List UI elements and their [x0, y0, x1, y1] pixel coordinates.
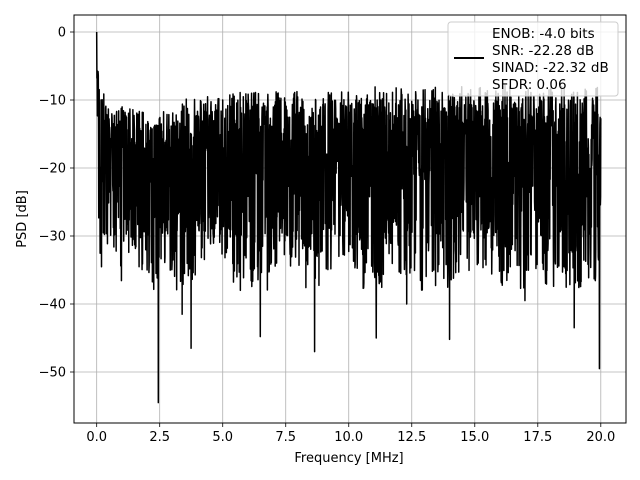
psd-line — [95, 31, 602, 404]
x-tick-label: 20.0 — [586, 430, 615, 445]
y-tick-label: −40 — [39, 298, 66, 313]
y-tick-label: −50 — [39, 366, 66, 381]
x-tick-label: 7.5 — [275, 430, 296, 445]
x-tick-label: 12.5 — [397, 430, 426, 445]
y-tick-label: −30 — [39, 230, 66, 245]
x-tick-label: 5.0 — [212, 430, 233, 445]
y-axis-label: PSD [dB] — [15, 190, 30, 248]
legend-snr: SNR: -22.28 dB — [492, 43, 594, 59]
plot-frame — [73, 14, 627, 424]
y-axis-ticks: 0 −10 −20 −30 −40 −50 — [39, 26, 74, 381]
x-tick-label: 2.5 — [149, 430, 170, 445]
legend-enob: ENOB: -4.0 bits — [492, 26, 595, 42]
x-tick-label: 15.0 — [460, 430, 489, 445]
x-tick-label: 17.5 — [523, 430, 552, 445]
legend-sinad: SINAD: -22.32 dB — [492, 60, 609, 76]
psd-series — [95, 31, 602, 404]
legend: ENOB: -4.0 bits SNR: -22.28 dB SINAD: -2… — [447, 21, 619, 97]
legend-sfdr: SFDR: 0.06 — [492, 77, 567, 93]
legend-box — [447, 21, 619, 97]
x-axis-label: Frequency [MHz] — [294, 451, 403, 466]
x-tick-label: 10.0 — [334, 430, 363, 445]
y-tick-label: −20 — [39, 162, 66, 177]
x-tick-label: 0.0 — [86, 430, 107, 445]
x-axis-ticks: 0.0 2.5 5.0 7.5 10.0 12.5 15.0 17.5 20.0 — [86, 423, 615, 445]
y-tick-label: −10 — [39, 94, 66, 109]
y-tick-label: 0 — [58, 26, 66, 41]
